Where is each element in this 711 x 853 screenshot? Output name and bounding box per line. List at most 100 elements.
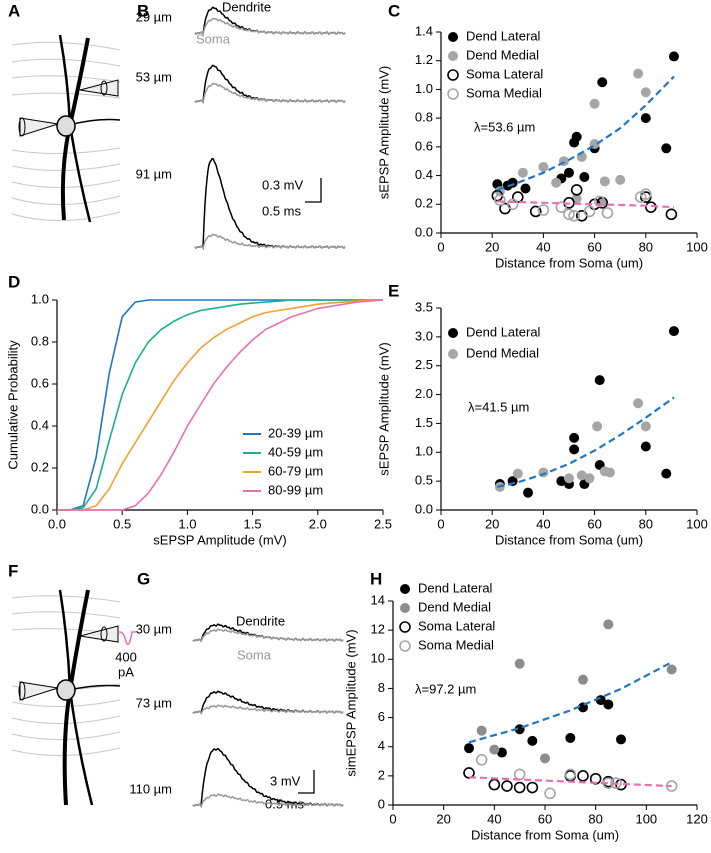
x-tick-label: 1.0 bbox=[178, 516, 196, 531]
distance-label: 91 µm bbox=[136, 166, 172, 181]
y-tick-label: 1.4 bbox=[415, 23, 433, 38]
current-value: 400 bbox=[115, 649, 137, 664]
annotation: λ=53.6 µm bbox=[474, 119, 535, 134]
x-tick-label: 100 bbox=[635, 811, 657, 826]
point bbox=[563, 208, 575, 221]
point bbox=[610, 777, 622, 789]
y-tick-label: 0.6 bbox=[415, 138, 433, 153]
point bbox=[475, 754, 488, 766]
scale-bar bbox=[305, 178, 322, 203]
point bbox=[564, 768, 577, 781]
distance-label: 30 µm bbox=[136, 621, 172, 636]
y-tick-label: 1.0 bbox=[415, 81, 433, 96]
x-tick-label: 20 bbox=[485, 516, 499, 531]
point bbox=[589, 98, 600, 109]
legend-label: Soma Lateral bbox=[418, 618, 495, 633]
point bbox=[576, 470, 587, 481]
trace bbox=[194, 64, 346, 104]
line bbox=[57, 299, 383, 511]
y-tick-label: 0.0 bbox=[31, 501, 49, 516]
y-tick-label: 0.6 bbox=[31, 375, 49, 390]
point bbox=[661, 468, 672, 479]
trace bbox=[194, 82, 346, 104]
dendrite-label: Dendrite bbox=[222, 0, 271, 14]
legend-label: Dend Lateral bbox=[466, 324, 541, 339]
point bbox=[544, 787, 556, 800]
legend-label: 40-59 µm bbox=[268, 444, 323, 459]
distance-label: 110 µm bbox=[129, 781, 172, 796]
y-tick-label: 6 bbox=[378, 709, 385, 724]
point bbox=[597, 77, 608, 88]
legend-label: Dend Medial bbox=[466, 345, 539, 360]
scale-time: 0.5 ms bbox=[262, 203, 302, 218]
y-tick-label: 0 bbox=[378, 796, 385, 811]
y-tick-label: 0.2 bbox=[415, 196, 433, 211]
point bbox=[538, 161, 549, 172]
y-tick-label: 0.5 bbox=[415, 473, 433, 488]
x-tick-label: 60 bbox=[587, 239, 601, 254]
y-tick-label: 14 bbox=[371, 592, 385, 607]
point bbox=[603, 619, 614, 630]
point bbox=[464, 743, 474, 754]
y-axis-title: sEPSP Amplitude (mV) bbox=[376, 342, 391, 475]
x-tick-label: 2.5 bbox=[374, 516, 392, 531]
point bbox=[537, 204, 550, 216]
point bbox=[640, 421, 651, 432]
x-tick-label: 60 bbox=[538, 811, 552, 826]
y-tick-label: 0.8 bbox=[415, 110, 433, 125]
fit-line bbox=[496, 75, 675, 191]
fit-line bbox=[497, 396, 675, 488]
y-tick-label: 12 bbox=[371, 622, 385, 637]
panel-label: D bbox=[8, 272, 20, 291]
panel-label: H bbox=[370, 569, 382, 588]
y-tick-label: 1.0 bbox=[31, 291, 49, 306]
point bbox=[513, 781, 526, 794]
y-tick-label: 4 bbox=[378, 738, 385, 753]
point bbox=[513, 768, 526, 781]
point bbox=[556, 476, 567, 487]
point bbox=[476, 725, 487, 736]
point bbox=[633, 398, 644, 409]
point bbox=[579, 172, 590, 183]
distance-label: 73 µm bbox=[136, 695, 172, 710]
x-tick-label: 0 bbox=[437, 516, 444, 531]
point bbox=[639, 188, 652, 201]
legend-swatch bbox=[448, 51, 458, 61]
point bbox=[488, 778, 501, 791]
legend-label: Soma Medial bbox=[466, 85, 542, 100]
legend-label: 60-79 µm bbox=[268, 463, 323, 478]
y-tick-label: 1.5 bbox=[415, 415, 433, 430]
point bbox=[665, 208, 678, 221]
y-tick-label: 10 bbox=[371, 651, 385, 666]
panel-label: F bbox=[8, 561, 18, 580]
y-tick-label: 0.4 bbox=[31, 417, 49, 432]
point bbox=[593, 195, 606, 208]
legend-swatch bbox=[400, 584, 410, 594]
x-tick-label: 40 bbox=[536, 239, 550, 254]
point bbox=[565, 732, 576, 743]
point bbox=[666, 664, 677, 675]
y-tick-label: 0.8 bbox=[31, 333, 49, 348]
legend-swatch bbox=[399, 640, 411, 652]
point bbox=[523, 487, 534, 498]
trace bbox=[194, 17, 346, 36]
x-tick-label: 0.5 bbox=[113, 516, 131, 531]
y-tick-label: 0.0 bbox=[415, 224, 433, 239]
legend-swatch bbox=[448, 328, 458, 338]
point bbox=[527, 735, 538, 746]
point bbox=[512, 468, 523, 479]
point bbox=[661, 143, 672, 154]
x-tick-label: 120 bbox=[686, 811, 708, 826]
x-tick-label: 1.5 bbox=[244, 516, 262, 531]
point bbox=[564, 167, 574, 178]
distance-label: 53 µm bbox=[136, 69, 172, 84]
legend-swatch bbox=[448, 349, 458, 359]
trace bbox=[194, 233, 346, 250]
x-tick-label: 0.0 bbox=[48, 516, 66, 531]
fit-line bbox=[468, 661, 673, 744]
legend-swatch bbox=[399, 621, 411, 633]
point bbox=[540, 753, 550, 764]
legend-label: 80-99 µm bbox=[268, 482, 323, 497]
